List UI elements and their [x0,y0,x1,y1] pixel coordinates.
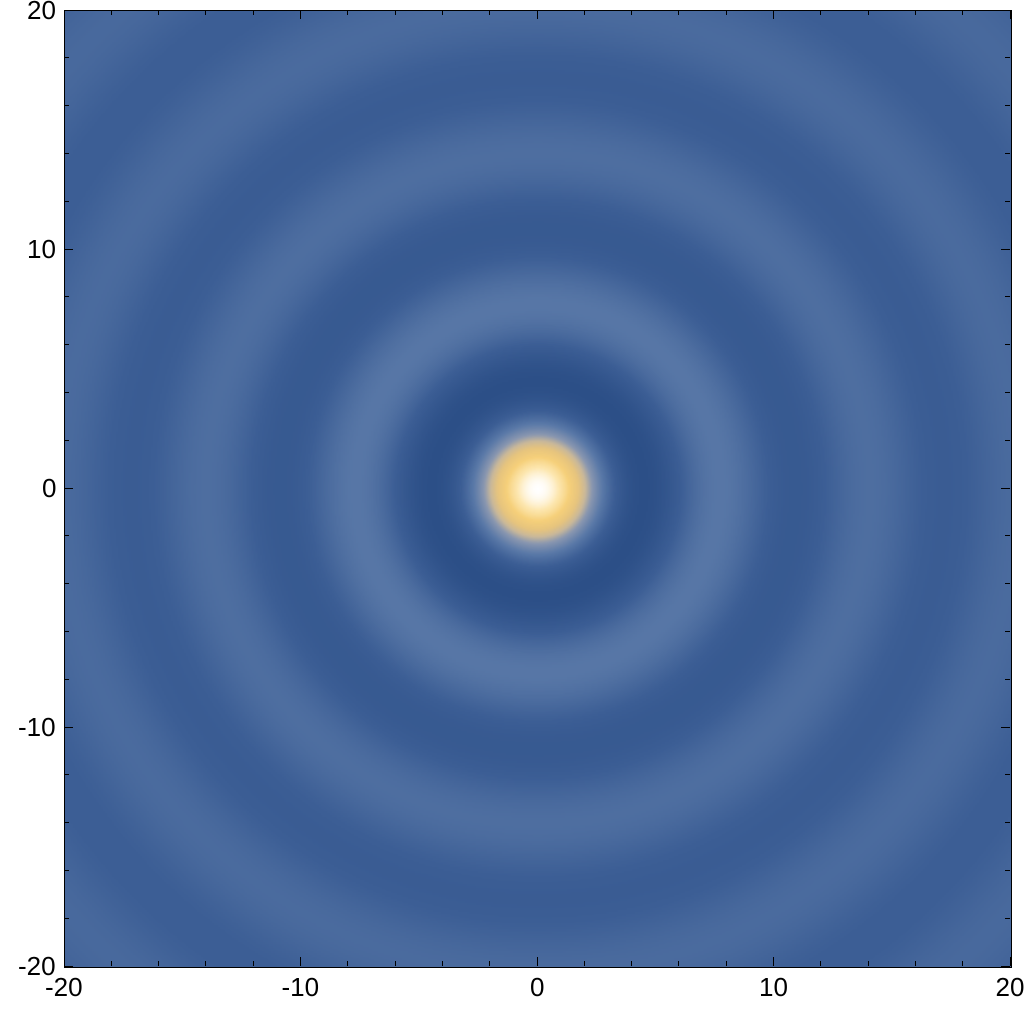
y-tick-label: -10 [18,712,56,743]
x-minor-tick-top [442,10,443,15]
x-minor-tick-bottom [868,961,869,966]
x-minor-tick-top [868,10,869,15]
y-minor-tick-right [1005,201,1010,202]
x-minor-tick-top [726,10,727,15]
x-minor-tick-bottom [584,961,585,966]
y-minor-tick-right [1005,870,1010,871]
y-minor-tick-left [64,583,69,584]
y-minor-tick-right [1005,296,1010,297]
x-minor-tick-top [820,10,821,15]
x-minor-tick-top [962,10,963,15]
y-tick-right [1001,488,1010,489]
x-minor-tick-top [915,10,916,15]
x-minor-tick-bottom [678,961,679,966]
heatmap-canvas [65,11,1011,967]
y-tick-left [64,249,73,250]
y-minor-tick-left [64,201,69,202]
y-minor-tick-right [1005,57,1010,58]
x-minor-tick-bottom [631,961,632,966]
y-minor-tick-right [1005,774,1010,775]
x-tick-top [300,10,301,19]
x-minor-tick-bottom [726,961,727,966]
y-minor-tick-right [1005,440,1010,441]
x-minor-tick-bottom [962,961,963,966]
x-minor-tick-bottom [205,961,206,966]
x-minor-tick-top [584,10,585,15]
x-minor-tick-top [678,10,679,15]
x-minor-tick-top [631,10,632,15]
y-tick-left [64,10,73,11]
x-tick-top [537,10,538,19]
x-tick-label: 10 [759,972,788,1003]
x-minor-tick-bottom [253,961,254,966]
x-tick-bottom [300,957,301,966]
y-tick-left [64,727,73,728]
y-minor-tick-right [1005,679,1010,680]
x-minor-tick-bottom [442,961,443,966]
y-minor-tick-right [1005,392,1010,393]
y-minor-tick-left [64,105,69,106]
x-minor-tick-bottom [915,961,916,966]
x-tick-label: 0 [530,972,544,1003]
y-minor-tick-left [64,918,69,919]
y-minor-tick-right [1005,535,1010,536]
x-minor-tick-top [347,10,348,15]
y-tick-right [1001,249,1010,250]
y-tick-label: -20 [18,951,56,982]
x-minor-tick-bottom [111,961,112,966]
x-minor-tick-top [111,10,112,15]
y-minor-tick-left [64,440,69,441]
y-minor-tick-left [64,774,69,775]
x-minor-tick-top [395,10,396,15]
x-tick-bottom [773,957,774,966]
x-minor-tick-bottom [395,961,396,966]
x-minor-tick-top [205,10,206,15]
y-minor-tick-left [64,392,69,393]
x-tick-top [1010,10,1011,19]
y-minor-tick-left [64,822,69,823]
y-minor-tick-left [64,870,69,871]
y-tick-label: 10 [27,234,56,265]
y-tick-right [1001,10,1010,11]
y-minor-tick-right [1005,631,1010,632]
y-minor-tick-left [64,344,69,345]
y-minor-tick-right [1005,583,1010,584]
y-tick-label: 20 [27,0,56,26]
y-tick-left [64,488,73,489]
y-minor-tick-left [64,679,69,680]
x-minor-tick-top [253,10,254,15]
x-tick-top [64,10,65,19]
y-tick-right [1001,727,1010,728]
x-minor-tick-bottom [489,961,490,966]
x-minor-tick-bottom [820,961,821,966]
y-minor-tick-left [64,153,69,154]
y-minor-tick-right [1005,918,1010,919]
y-minor-tick-left [64,296,69,297]
y-tick-right [1001,966,1010,967]
x-tick-bottom [537,957,538,966]
y-minor-tick-right [1005,153,1010,154]
y-minor-tick-left [64,57,69,58]
y-minor-tick-right [1005,105,1010,106]
x-tick-top [773,10,774,19]
x-minor-tick-bottom [347,961,348,966]
y-tick-left [64,966,73,967]
y-tick-label: 0 [42,473,56,504]
x-minor-tick-top [158,10,159,15]
x-minor-tick-top [489,10,490,15]
plot-area [64,10,1012,968]
y-minor-tick-right [1005,344,1010,345]
x-tick-label: -10 [282,972,320,1003]
y-minor-tick-left [64,631,69,632]
y-minor-tick-left [64,535,69,536]
y-minor-tick-right [1005,822,1010,823]
x-minor-tick-bottom [158,961,159,966]
density-plot: -20-1001020-20-1001020 [0,0,1024,1028]
x-tick-label: 20 [996,972,1024,1003]
